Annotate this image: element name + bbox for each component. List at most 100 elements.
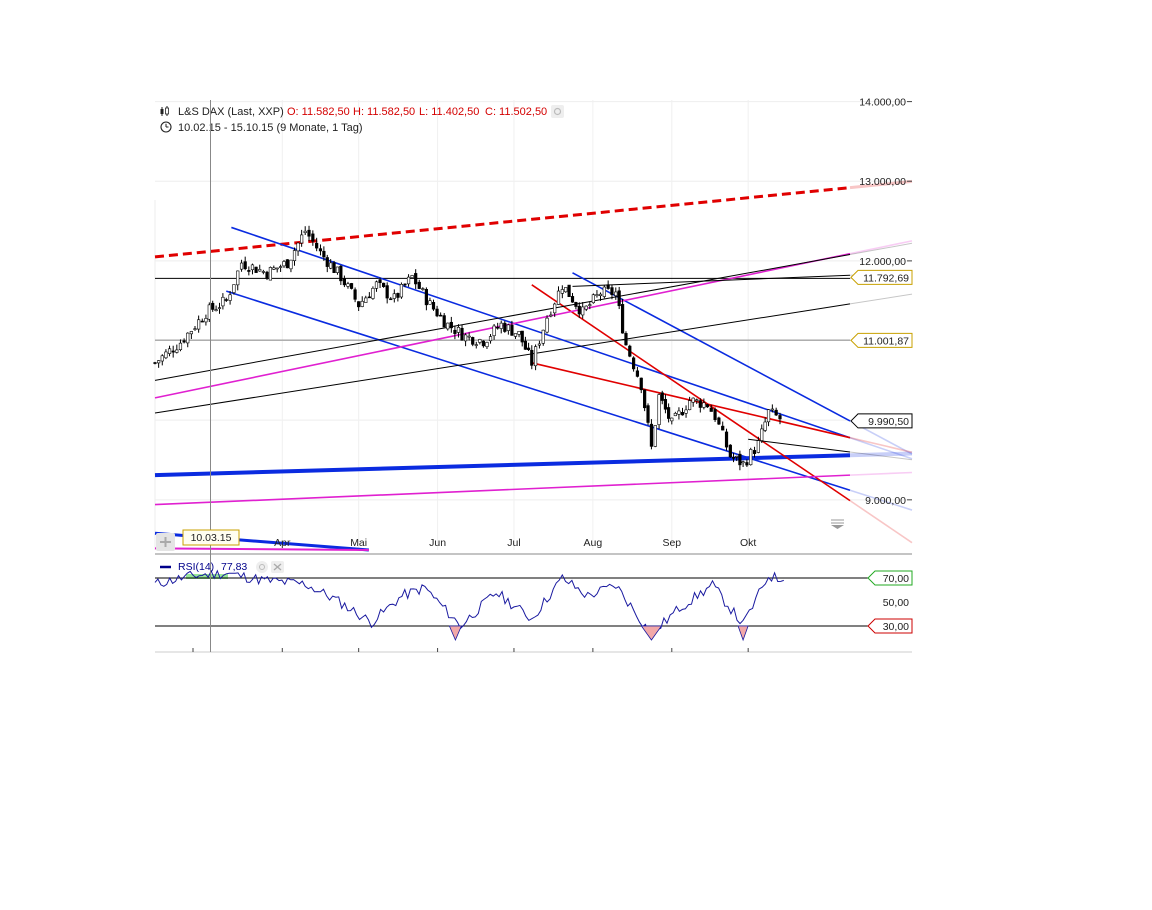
rsi-level-box bbox=[867, 618, 913, 634]
candle bbox=[485, 341, 489, 347]
rsi-level-label: 30,00 bbox=[883, 621, 909, 633]
candle bbox=[620, 304, 625, 334]
ohlc-open: O: 11.582,50 bbox=[287, 106, 350, 118]
candle bbox=[239, 262, 244, 270]
candle bbox=[526, 347, 531, 351]
candle bbox=[449, 321, 453, 329]
trendline[interactable] bbox=[154, 303, 851, 414]
candle bbox=[724, 431, 729, 448]
x-tick-label: Aug bbox=[584, 537, 603, 549]
candle bbox=[728, 444, 732, 458]
trendline-extension bbox=[849, 489, 913, 511]
candle bbox=[653, 425, 657, 447]
trendline[interactable] bbox=[572, 274, 851, 287]
date-range: 10.02.15 - 15.10.15 (9 Monate, 1 Tag) bbox=[178, 122, 362, 134]
candle bbox=[453, 329, 457, 334]
candle bbox=[339, 265, 343, 282]
candle bbox=[770, 408, 774, 411]
candle bbox=[713, 409, 717, 420]
trendline[interactable] bbox=[154, 254, 851, 381]
candle bbox=[258, 269, 262, 272]
crosshair-date: 10.03.15 bbox=[191, 532, 232, 544]
candle bbox=[680, 412, 685, 416]
candle bbox=[763, 421, 767, 431]
candle bbox=[186, 332, 190, 344]
candle bbox=[478, 339, 482, 343]
candle bbox=[232, 284, 236, 293]
candle bbox=[660, 392, 664, 401]
collapse-panel-icon[interactable] bbox=[831, 519, 844, 529]
x-tick-label: Okt bbox=[740, 537, 756, 549]
candle bbox=[272, 267, 276, 270]
candle bbox=[153, 362, 157, 364]
candle bbox=[646, 405, 650, 423]
candle bbox=[560, 289, 564, 294]
candle bbox=[167, 348, 172, 354]
candle bbox=[520, 330, 524, 343]
x-tick-label: Sep bbox=[662, 537, 681, 549]
instrument-name: L&S DAX (Last, XXP) bbox=[178, 106, 284, 118]
rsi-label: RSI(14) bbox=[178, 561, 214, 573]
trendline[interactable] bbox=[572, 272, 851, 422]
trendline-extension bbox=[849, 451, 913, 461]
settings-icon[interactable] bbox=[551, 105, 564, 118]
rsi-settings-icon[interactable] bbox=[256, 561, 268, 573]
y-tick-label: 9.000,00 bbox=[865, 495, 906, 507]
candle bbox=[292, 250, 297, 261]
candle bbox=[766, 409, 771, 423]
trendline[interactable] bbox=[154, 474, 851, 506]
candle bbox=[224, 299, 228, 301]
candle bbox=[657, 394, 661, 425]
candle bbox=[160, 355, 164, 362]
candle bbox=[778, 415, 782, 420]
add-indicator-button[interactable] bbox=[156, 533, 175, 551]
candle bbox=[189, 331, 193, 335]
candle bbox=[428, 300, 432, 305]
trendline[interactable] bbox=[154, 186, 851, 259]
rsi-level-callout: 70,00 bbox=[867, 570, 913, 586]
candle bbox=[243, 261, 247, 270]
candle bbox=[282, 261, 286, 267]
candle bbox=[439, 314, 443, 317]
candle bbox=[556, 290, 561, 305]
candle bbox=[595, 294, 599, 297]
price-label-layer: 11.792,69 11.001,87 9.990,50 bbox=[850, 269, 913, 429]
candle bbox=[499, 322, 503, 329]
trendline[interactable] bbox=[226, 290, 851, 492]
candle bbox=[335, 266, 340, 273]
candle bbox=[474, 344, 478, 346]
candle bbox=[503, 322, 507, 332]
trendline-extension bbox=[849, 436, 913, 454]
rsi-close-icon[interactable] bbox=[271, 561, 284, 573]
candle bbox=[598, 293, 603, 297]
price-callout-box bbox=[850, 413, 913, 429]
candle bbox=[698, 400, 702, 408]
trendline-extension bbox=[849, 179, 913, 190]
candle bbox=[738, 453, 742, 466]
trendline-layer bbox=[154, 179, 913, 552]
candle bbox=[300, 234, 304, 244]
candle bbox=[731, 457, 736, 459]
crosshair-date-label: 10.03.15 bbox=[182, 529, 240, 546]
trendline[interactable] bbox=[531, 284, 851, 502]
trendline[interactable] bbox=[748, 438, 851, 453]
candle bbox=[517, 330, 521, 335]
candle bbox=[663, 399, 668, 410]
candle bbox=[506, 324, 510, 331]
candle bbox=[221, 296, 225, 307]
candle bbox=[695, 399, 699, 402]
ohlc-close: C: 11.502,50 bbox=[485, 106, 547, 118]
candle bbox=[456, 327, 461, 333]
candle bbox=[325, 257, 329, 267]
candle bbox=[392, 293, 396, 299]
candle bbox=[311, 233, 315, 242]
candle bbox=[211, 302, 215, 310]
candle bbox=[346, 283, 350, 287]
candle bbox=[564, 287, 568, 293]
ohlc-low: L: 11.402,50 bbox=[419, 106, 479, 118]
trendline[interactable] bbox=[154, 547, 369, 551]
candle bbox=[193, 328, 197, 330]
y-tick-label: 14.000,00 bbox=[859, 97, 906, 109]
trendline[interactable] bbox=[531, 362, 851, 439]
